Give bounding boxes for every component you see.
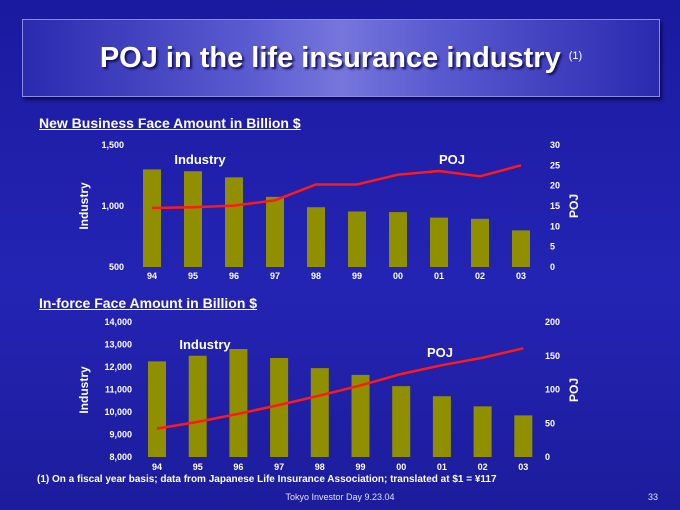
left-tick-label: 8,000 xyxy=(109,452,132,462)
industry-bar xyxy=(266,196,284,267)
chart1-title: New Business Face Amount in Billion $ xyxy=(39,115,301,131)
category-label: 03 xyxy=(516,271,526,281)
slide-title: POJ in the life insurance industry xyxy=(99,41,561,74)
industry-bar xyxy=(270,358,289,457)
in-force-chart: 14,000 13,000 12,000 11,000 10,000 9,000 8,000… xyxy=(77,317,581,472)
left-axis-label: Industry xyxy=(77,366,91,414)
industry-bar xyxy=(143,169,161,267)
industry-bar xyxy=(229,349,248,457)
left-tick-label: 12,000 xyxy=(104,362,132,372)
page-number: 33 xyxy=(647,492,658,502)
left-axis-label: Industry xyxy=(77,182,91,230)
right-tick-label: 20 xyxy=(550,181,560,191)
series-label-poj: POJ xyxy=(427,345,453,360)
category-label: 99 xyxy=(355,462,365,472)
left-tick-label: 14,000 xyxy=(104,317,132,327)
chart2-title: In-force Face Amount in Billion $ xyxy=(39,295,258,311)
left-tick-label: 11,000 xyxy=(105,385,132,395)
category-label: 94 xyxy=(152,462,162,472)
industry-bar xyxy=(514,415,533,457)
right-tick-label: 0 xyxy=(550,262,555,272)
series-label-industry: Industry xyxy=(174,152,226,167)
left-tick-label: 9,000 xyxy=(109,430,132,440)
left-tick-label: 1,000 xyxy=(101,201,124,211)
right-axis-label: POJ xyxy=(567,194,581,218)
title-banner: POJ in the life insurance industry (1) xyxy=(22,19,660,97)
industry-bar xyxy=(389,212,407,267)
category-label: 00 xyxy=(396,462,406,472)
footer-text: Tokyo Investor Day 9.23.04 xyxy=(285,492,395,502)
industry-bar xyxy=(307,207,325,267)
series-label-poj: POJ xyxy=(439,152,465,167)
right-tick-label: 100 xyxy=(545,385,560,395)
left-tick-label: 10,000 xyxy=(104,407,132,417)
footnote: (1) On a fiscal year basis; data from Ja… xyxy=(37,474,497,485)
series-label-industry: Industry xyxy=(179,337,231,352)
category-label: 98 xyxy=(315,462,325,472)
industry-bar xyxy=(351,374,370,457)
category-label: 99 xyxy=(352,271,362,281)
category-label: 02 xyxy=(478,462,488,472)
industry-bar xyxy=(148,361,166,457)
right-tick-label: 15 xyxy=(550,201,560,211)
right-tick-label: 0 xyxy=(545,452,550,462)
industry-bar xyxy=(471,218,489,267)
category-label: 02 xyxy=(475,271,485,281)
industry-bar xyxy=(392,386,411,457)
category-label: 00 xyxy=(393,271,403,281)
industry-bar xyxy=(432,396,451,457)
category-label: 98 xyxy=(311,271,321,281)
industry-bar xyxy=(188,355,207,457)
category-label: 96 xyxy=(229,271,239,281)
right-tick-label: 50 xyxy=(545,418,555,428)
right-tick-label: 30 xyxy=(550,140,560,150)
poj-line xyxy=(156,347,524,430)
right-tick-label: 5 xyxy=(550,242,555,252)
industry-bar xyxy=(184,171,202,267)
industry-bar xyxy=(310,368,329,457)
left-tick-label: 13,000 xyxy=(104,340,132,350)
right-tick-label: 25 xyxy=(550,160,560,170)
category-label: 97 xyxy=(274,462,284,472)
right-axis-label: POJ xyxy=(567,378,581,402)
category-label: 01 xyxy=(437,462,447,472)
industry-bar xyxy=(430,217,448,267)
right-tick-label: 10 xyxy=(550,221,560,231)
category-label: 95 xyxy=(188,271,198,281)
category-label: 94 xyxy=(147,271,157,281)
industry-bar xyxy=(348,211,366,267)
industry-bar xyxy=(225,177,243,267)
industry-bar xyxy=(512,230,530,267)
left-tick-label: 500 xyxy=(109,262,124,272)
left-tick-label: 1,500 xyxy=(101,140,124,150)
new-business-chart: 1,500 1,000 500 30 25 20 15 10 5 0 94 95 96 97 98 99 00 0… xyxy=(77,140,581,281)
industry-bar xyxy=(473,406,492,457)
title-footnote-marker: (1) xyxy=(568,50,583,62)
category-label: 95 xyxy=(193,462,203,472)
poj-line xyxy=(151,164,522,210)
right-tick-label: 200 xyxy=(545,317,560,327)
right-tick-label: 150 xyxy=(545,351,560,361)
category-label: 01 xyxy=(434,271,444,281)
category-label: 03 xyxy=(518,462,528,472)
category-label: 97 xyxy=(270,271,280,281)
category-label: 96 xyxy=(233,462,243,472)
